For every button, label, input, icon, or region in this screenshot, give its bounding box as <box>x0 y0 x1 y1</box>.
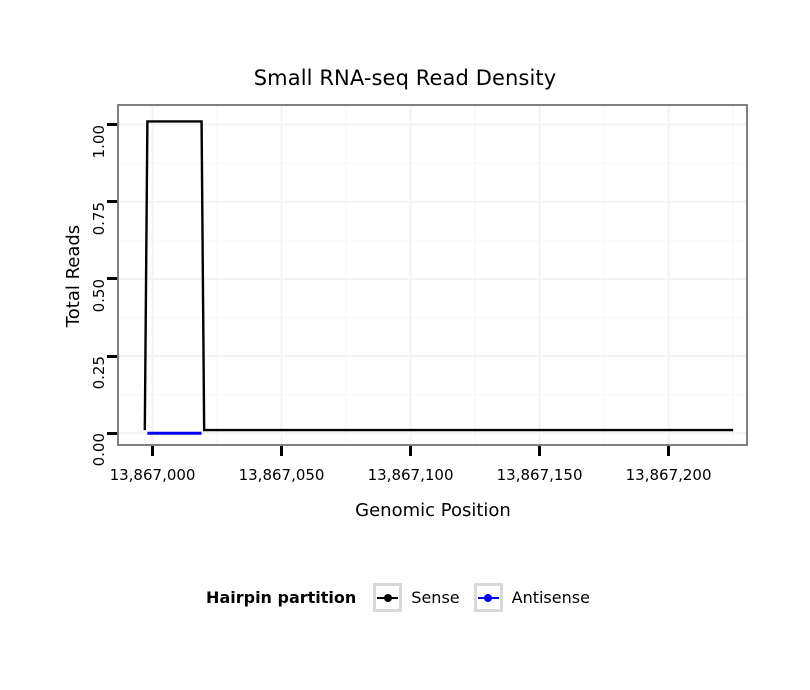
x-tick-mark <box>280 446 284 456</box>
legend-item-sense[interactable]: Sense <box>373 583 460 612</box>
y-tick-label: 0.25 <box>90 356 108 390</box>
y-tick-mark <box>107 431 117 435</box>
y-tick-mark <box>107 277 117 281</box>
legend-title: Hairpin partition <box>206 588 357 607</box>
x-tick-mark <box>409 446 413 456</box>
x-tick-label: 13,867,100 <box>367 466 454 484</box>
y-tick-mark <box>107 354 117 358</box>
legend-item-antisense[interactable]: Antisense <box>473 583 590 612</box>
legend: Hairpin partition Sense Antisense <box>0 583 810 612</box>
y-axis-title-text: Total Reads <box>63 224 84 328</box>
y-tick-label: 1.00 <box>90 124 108 158</box>
x-axis-title: Genomic Position <box>355 500 511 521</box>
y-tick-mark <box>107 123 117 127</box>
x-tick-label: 13,867,000 <box>109 466 196 484</box>
x-tick-mark <box>538 446 542 456</box>
data-series-group <box>143 120 734 435</box>
y-tick-label: 0.00 <box>90 433 108 467</box>
legend-key-antisense <box>473 583 503 612</box>
series-line-sense <box>143 120 734 432</box>
legend-point-icon <box>383 593 392 602</box>
y-tick-mark <box>107 200 117 204</box>
x-tick-mark <box>151 446 155 456</box>
plot-area <box>119 106 746 444</box>
x-tick-label: 13,867,200 <box>625 466 712 484</box>
x-tick-mark <box>667 446 671 456</box>
plot-panel <box>117 104 748 446</box>
legend-point-icon <box>484 593 493 602</box>
series-layer <box>119 106 746 444</box>
y-tick-label: 0.75 <box>90 201 108 236</box>
gridlines <box>119 106 746 444</box>
x-tick-label: 13,867,050 <box>238 466 325 484</box>
x-tick-label: 13,867,150 <box>496 466 583 484</box>
chart-title: Small RNA-seq Read Density <box>253 66 557 90</box>
legend-label-sense: Sense <box>411 588 460 607</box>
legend-key-sense <box>373 583 403 612</box>
y-tick-label: 0.50 <box>90 278 108 313</box>
legend-label-antisense: Antisense <box>511 588 590 607</box>
